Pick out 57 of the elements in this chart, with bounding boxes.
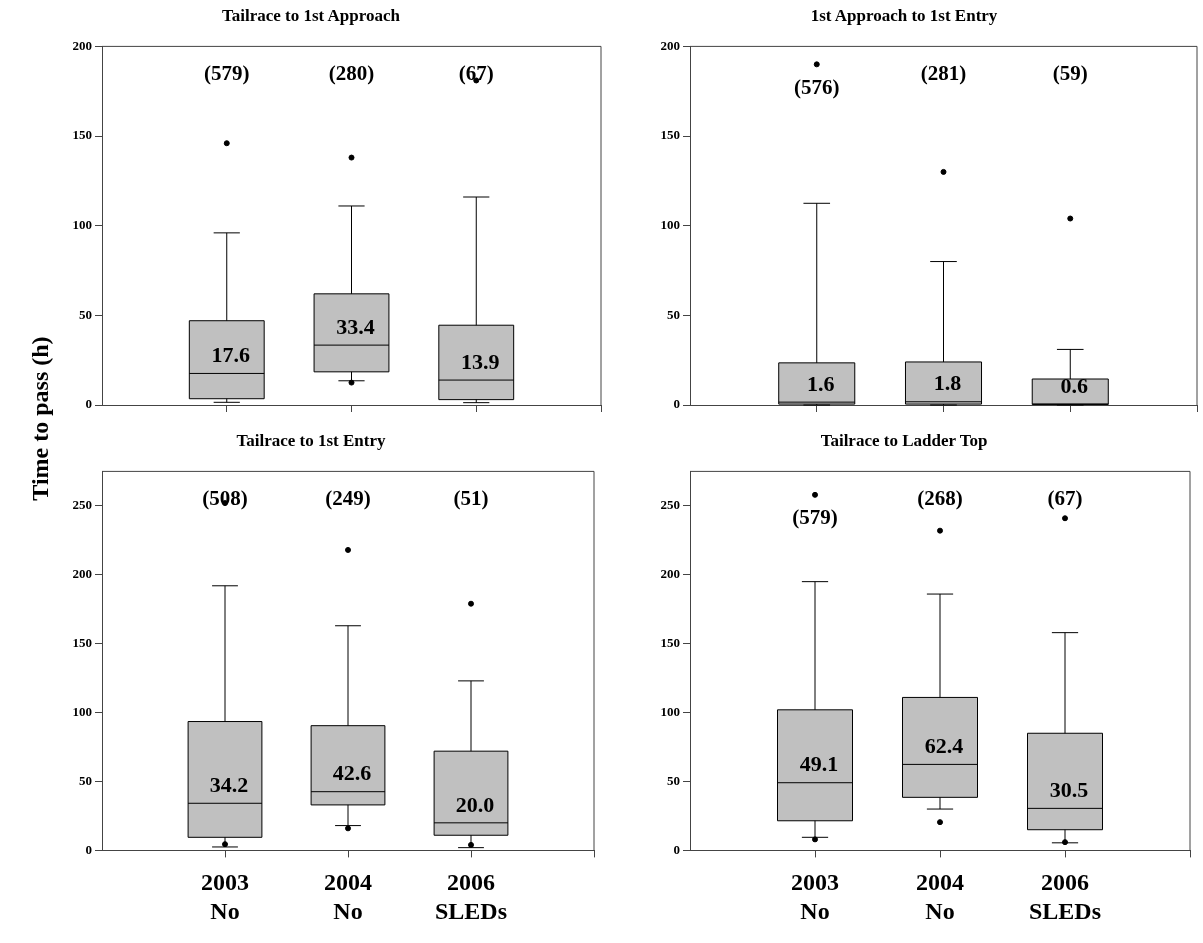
annotation: (67) xyxy=(1047,485,1083,510)
chart-title: Tailrace to 1st Entry xyxy=(236,430,387,450)
chart-title: 1st Approach to 1st Entry xyxy=(810,5,998,25)
x-tick-label: 2004 No xyxy=(916,869,964,924)
annotation: (249) xyxy=(325,485,371,510)
text: 62.4 xyxy=(924,733,964,759)
y-tick-label: 200 xyxy=(660,37,680,53)
y-tick-label: 200 xyxy=(660,566,680,582)
y-tick-label: 0 xyxy=(85,841,92,857)
text: 33.4 xyxy=(336,313,375,339)
text: 34.2 xyxy=(209,771,249,797)
x-tick-label: 2006 SLEDs xyxy=(434,869,508,924)
y-tick-label: 150 xyxy=(660,635,680,651)
y-tick-label: 100 xyxy=(72,217,92,233)
annotation: (67) xyxy=(458,60,494,85)
annotation: (280) xyxy=(328,60,375,85)
annotation: (51) xyxy=(453,485,489,510)
annotation: (268) xyxy=(917,485,963,510)
y-axis-title: Time to pass (h) xyxy=(26,335,54,503)
annotation: (508) xyxy=(202,485,248,510)
annotation: (59) xyxy=(1052,60,1088,85)
y-tick-label: 150 xyxy=(660,127,680,143)
y-tick-label: 200 xyxy=(72,566,92,582)
y-tick-label: 150 xyxy=(72,127,92,143)
y-tick-label: 100 xyxy=(660,217,680,233)
annotation: (579) xyxy=(792,505,838,530)
text: 20.0 xyxy=(455,791,495,817)
y-tick-label: 250 xyxy=(660,497,680,513)
x-tick-label: 2006 SLEDs xyxy=(1028,869,1102,924)
annotation: (281) xyxy=(920,60,967,85)
y-tick-label: 50 xyxy=(79,772,92,788)
y-tick-label: 0 xyxy=(673,841,680,857)
x-tick-label: 2003 No xyxy=(791,869,839,924)
text: 0.6 xyxy=(1060,372,1088,398)
text: 42.6 xyxy=(332,760,372,786)
y-tick-label: 0 xyxy=(85,396,92,412)
text: 49.1 xyxy=(799,751,839,777)
y-tick-label: 200 xyxy=(72,37,92,53)
annotation: (576) xyxy=(794,74,840,99)
y-tick-label: 50 xyxy=(79,306,92,322)
y-tick-label: 250 xyxy=(72,497,92,513)
x-tick-label: 2004 No xyxy=(324,869,372,924)
annotation: (579) xyxy=(204,60,250,85)
text: 17.6 xyxy=(211,342,250,368)
y-tick-label: 50 xyxy=(667,772,680,788)
text: 30.5 xyxy=(1049,777,1089,803)
y-tick-label: 100 xyxy=(72,703,92,719)
y-tick-label: 0 xyxy=(673,396,680,412)
chart-title: Tailrace to Ladder Top xyxy=(820,430,988,450)
text: 13.9 xyxy=(461,348,500,374)
text: 1.6 xyxy=(807,370,835,396)
text: 1.8 xyxy=(933,370,962,396)
chart-title: Tailrace to 1st Approach xyxy=(221,5,401,25)
y-tick-label: 150 xyxy=(72,635,92,651)
y-tick-label: 100 xyxy=(660,703,680,719)
y-tick-label: 50 xyxy=(667,306,680,322)
x-tick-label: 2003 No xyxy=(201,869,249,924)
